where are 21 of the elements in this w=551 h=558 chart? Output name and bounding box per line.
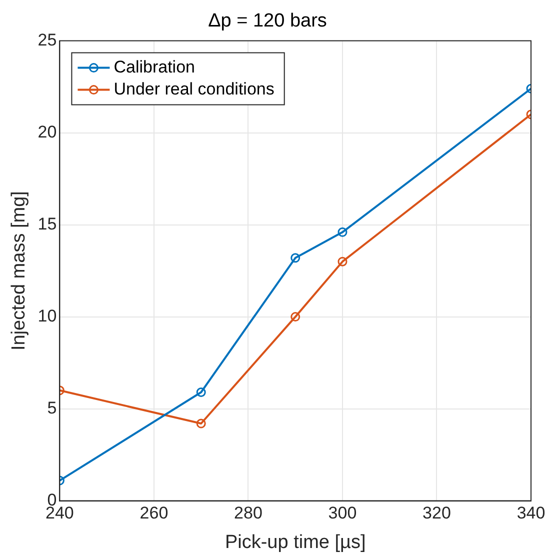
x-tick-label: 280 [234,504,262,523]
x-axis-title: Pick-up time [µs] [224,532,366,553]
point [290,312,300,322]
x-tick-label: 300 [328,504,357,523]
x-tick-label: 340 [516,504,546,523]
y-tick-label: 5 [47,398,57,418]
y-tick-label: 15 [38,214,57,234]
legend-label: Calibration [114,57,195,76]
point [338,227,348,237]
legend-label: Under real conditions [114,79,274,98]
y-tick-label: 20 [38,122,57,142]
point [290,253,300,263]
y-axis-title: Injected mass [mg] [8,191,30,351]
point [196,418,206,428]
y-tick-label: 10 [38,306,57,326]
x-tick-label: 260 [140,504,168,523]
chart-title: Δp = 120 bars [208,10,327,32]
point [196,387,206,397]
y-tick-label: 25 [38,30,57,50]
point [338,256,348,266]
x-tick-label: 320 [422,504,451,523]
